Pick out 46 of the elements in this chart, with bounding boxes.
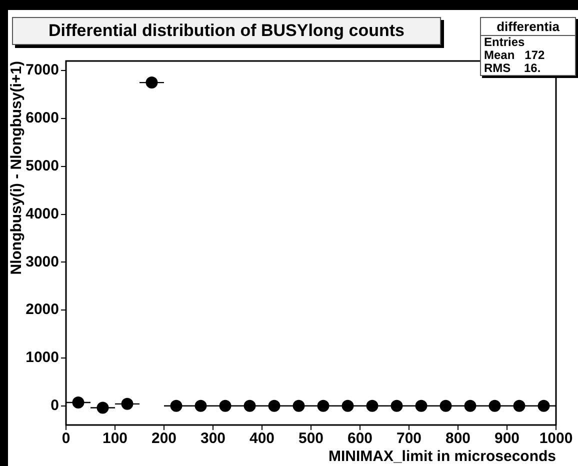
- point: [366, 400, 378, 412]
- y-tick-label: 0: [50, 396, 59, 414]
- point: [219, 400, 232, 412]
- x-tick-label: 900: [494, 430, 520, 448]
- annotation: RMS 16.: [483, 61, 542, 75]
- x-axis-title: MINIMAX_limit in microseconds: [328, 448, 556, 466]
- y-axis-title: Nlongbusy(i) - Nlongbusy(i+1): [8, 61, 26, 275]
- point: [440, 400, 452, 412]
- point: [170, 400, 182, 412]
- y-tick-label: 7000: [26, 62, 59, 79]
- y-tick-label: 6000: [26, 110, 59, 127]
- point: [292, 400, 305, 412]
- x-tick-label: 300: [200, 430, 226, 448]
- x-tick-label: 500: [298, 430, 324, 448]
- point: [121, 398, 134, 410]
- y-tick-label: 4000: [26, 205, 59, 222]
- point: [488, 400, 501, 412]
- point: [342, 400, 354, 412]
- point: [96, 402, 109, 414]
- y-tick-label: 3000: [26, 253, 59, 270]
- point: [146, 76, 158, 89]
- point: [317, 400, 330, 412]
- point: [390, 400, 403, 412]
- y-tick-label: 5000: [26, 158, 59, 175]
- point: [72, 396, 84, 408]
- point: [513, 400, 526, 412]
- x-tick-label: 0: [62, 430, 70, 448]
- point: [538, 400, 550, 412]
- point: [194, 400, 207, 412]
- point: [268, 400, 280, 412]
- point: [415, 400, 428, 412]
- y-tick-label: 1000: [26, 349, 59, 366]
- y-tick-label: 2000: [26, 301, 59, 318]
- annotation: Mean 172: [483, 48, 546, 62]
- x-tick-label: 200: [151, 430, 177, 448]
- x-tick-label: 600: [347, 430, 373, 448]
- point: [244, 400, 256, 412]
- x-tick-label: 700: [396, 430, 422, 448]
- chart-title: Differential distribution of BUSYlong counts: [12, 17, 441, 45]
- x-tick-label: 1000: [539, 430, 573, 448]
- x-tick-label: 800: [445, 430, 471, 448]
- text: Entries: [483, 35, 526, 49]
- x-tick-label: 400: [249, 430, 275, 448]
- x-tick-label: 100: [102, 430, 128, 448]
- text: differentia: [481, 18, 575, 36]
- point: [464, 400, 476, 412]
